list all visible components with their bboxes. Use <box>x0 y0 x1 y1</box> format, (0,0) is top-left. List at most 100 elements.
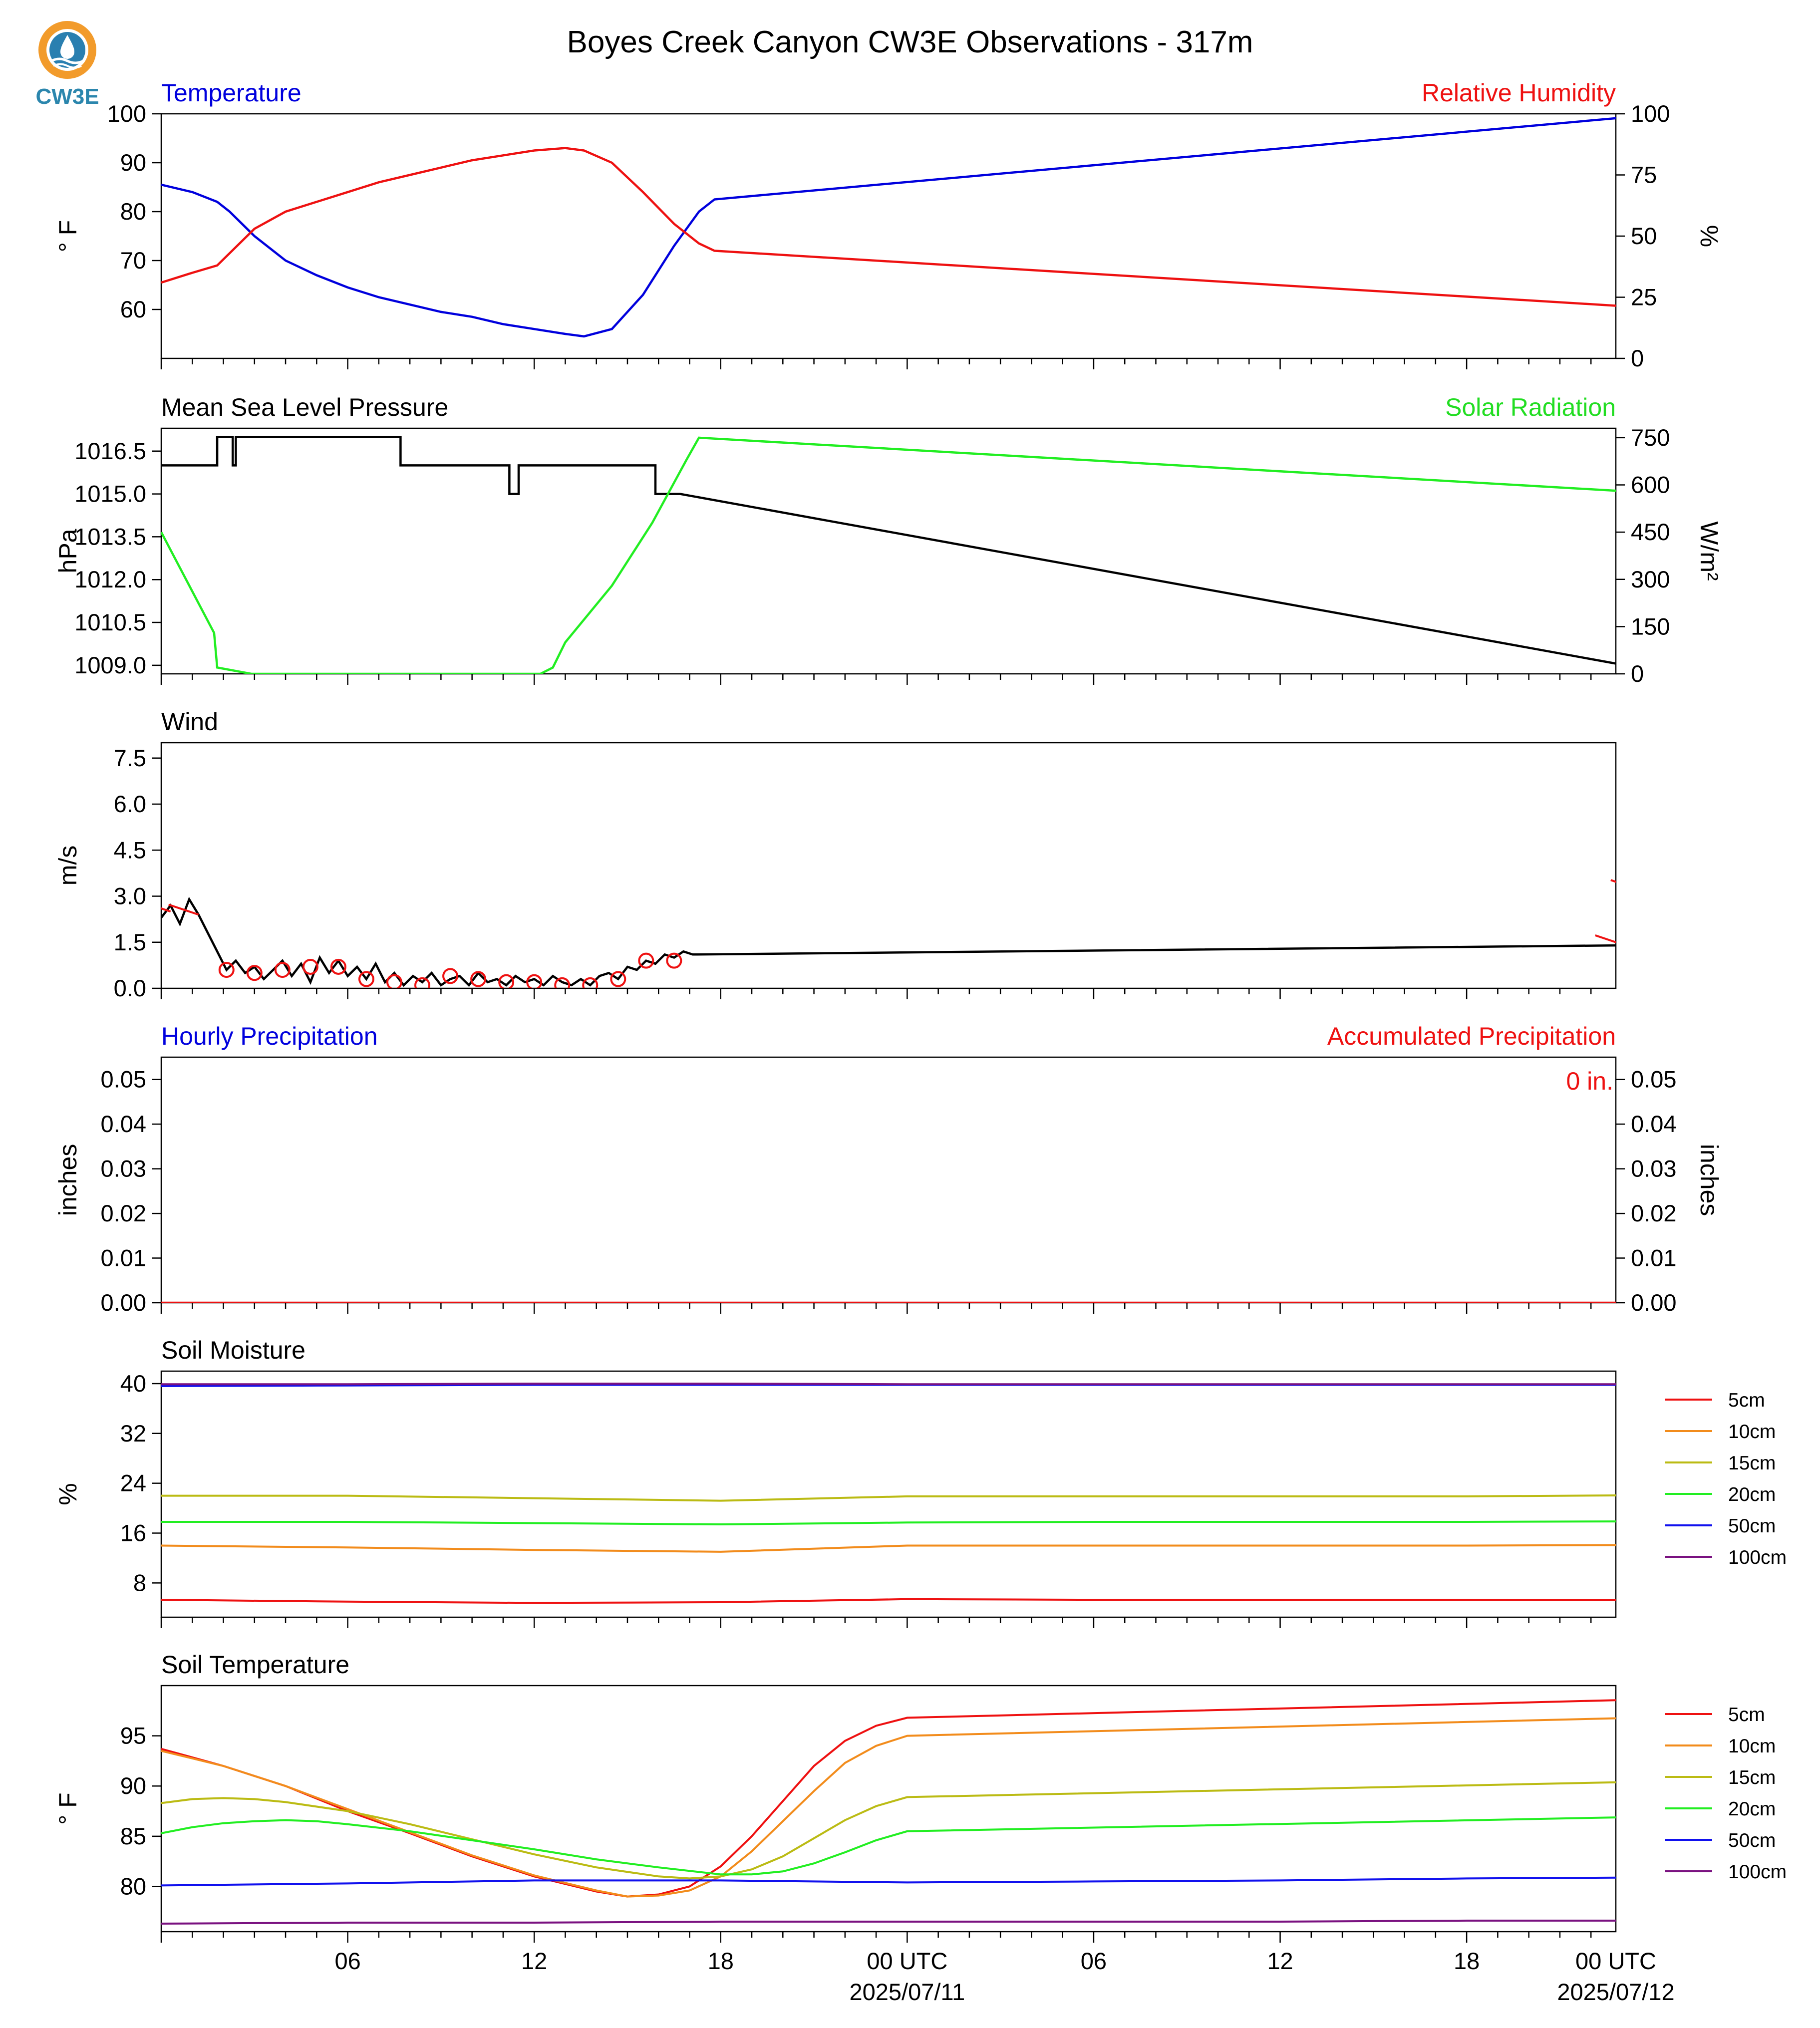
wind-calm-circle <box>302 958 318 975</box>
panel-title-left: Mean Sea Level Pressure <box>161 393 448 421</box>
wind-barb <box>168 903 199 916</box>
y-right-tick-label: 150 <box>1631 613 1670 639</box>
y-tick-label: 0.05 <box>101 1066 146 1093</box>
y-tick-label: 1015.0 <box>74 481 146 507</box>
panel-soil_moisture: Soil Moisture 8 16 24 32 40% 5cm 10cm 15cm 20cm 50… <box>54 1336 1787 1628</box>
plot-area <box>161 435 1616 674</box>
y-right-tick-label: 0.01 <box>1631 1245 1676 1271</box>
series-line-5cm <box>161 1598 1616 1604</box>
legend-label: 20cm <box>1728 1484 1776 1505</box>
y-tick-label: 32 <box>120 1420 146 1447</box>
y-axis-label: hPa <box>54 529 82 573</box>
y-tick-label: 0.04 <box>101 1111 146 1137</box>
x-tick-label: 12 <box>1267 1948 1293 1974</box>
wind-calm-circle <box>274 962 291 978</box>
wind-calm-circle <box>386 974 402 988</box>
wind-calm-circle <box>218 962 235 978</box>
wind-calm-circle <box>610 971 626 987</box>
panel-precipitation: Hourly Precipitation Accumulated Precipit… <box>54 1022 1723 1316</box>
series-line-20cm <box>161 1816 1616 1876</box>
series-line-15cm <box>161 1494 1616 1502</box>
series-line-s0 <box>161 435 1616 665</box>
cw3e-drop-logo-icon <box>38 21 96 79</box>
y-right-tick-label: 0 <box>1631 345 1644 371</box>
legend-label: 10cm <box>1728 1421 1776 1443</box>
plot-area <box>161 879 1616 988</box>
wind-barb <box>161 907 171 913</box>
panel-frame <box>160 1370 1617 1618</box>
y-right-tick-label: 0.03 <box>1631 1156 1676 1182</box>
accum-annotation: 0 in. <box>1566 1067 1613 1095</box>
wind-calm-circle <box>246 965 263 981</box>
y-tick-label: 1010.5 <box>74 609 146 635</box>
y-axis-label-right: W/m² <box>1695 521 1723 580</box>
legend-label: 50cm <box>1728 1515 1776 1537</box>
y-axis-label: inches <box>54 1144 82 1216</box>
wind-barb <box>1610 879 1616 883</box>
wind-calm-circle <box>498 974 515 988</box>
logo-text: CW3E <box>35 84 99 109</box>
y-tick-label: 90 <box>120 1772 146 1799</box>
y-right-tick-label: 0 <box>1631 660 1644 687</box>
series-line-50cm <box>161 1876 1616 1887</box>
legend-label: 10cm <box>1728 1736 1776 1757</box>
y-tick-label: 0.00 <box>101 1289 146 1316</box>
y-tick-label: 7.5 <box>114 745 146 771</box>
panel-title-right: Relative Humidity <box>1422 79 1616 107</box>
series-line-15cm <box>161 1781 1616 1880</box>
legend-label: 5cm <box>1728 1390 1765 1411</box>
y-tick-label: 95 <box>120 1723 146 1749</box>
series-line-s0 <box>161 896 1616 987</box>
panel-temperature_humidity: Temperature Relative Humidity 60 70 80 90 100 0… <box>54 79 1723 371</box>
y-right-tick-label: 450 <box>1631 519 1670 545</box>
x-tick-label: 18 <box>1454 1948 1480 1974</box>
panel-frame <box>160 1685 1617 1933</box>
figure-title: Boyes Creek Canyon CW3E Observations - 3… <box>567 25 1253 59</box>
wind-calm-circle <box>330 958 346 975</box>
panel-frame <box>160 742 1617 989</box>
plot-area <box>161 1699 1616 1925</box>
y-right-tick-label: 100 <box>1631 100 1670 127</box>
panel-pressure_solar: Mean Sea Level Pressure Solar Radiation 10… <box>54 393 1723 687</box>
y-right-tick-label: 0.05 <box>1631 1066 1676 1093</box>
panel-title-left: Temperature <box>161 79 302 107</box>
y-tick-label: 60 <box>120 296 146 322</box>
panels: Temperature Relative Humidity607080901000… <box>54 79 1787 2005</box>
y-tick-label: 4.5 <box>114 837 146 863</box>
panel-frame <box>160 427 1617 675</box>
cw3e-logo: CW3E <box>35 21 99 109</box>
legend-label: 20cm <box>1728 1798 1776 1820</box>
x-date-label: 2025/07/11 <box>849 1979 965 2005</box>
panel-title-right: Solar Radiation <box>1445 393 1616 421</box>
x-tick-label: 18 <box>708 1948 734 1974</box>
panel-title-left: Soil Moisture <box>161 1336 305 1364</box>
legend-label: 50cm <box>1728 1830 1776 1851</box>
y-tick-label: 1009.0 <box>74 652 146 678</box>
panel-title-left: Hourly Precipitation <box>161 1022 378 1050</box>
series-line-s1 <box>161 436 1616 674</box>
plot-area <box>161 117 1616 338</box>
wind-calm-circle <box>582 977 599 988</box>
x-tick-label: 00 UTC <box>867 1948 947 1974</box>
x-tick-label: 06 <box>1081 1948 1107 1974</box>
series-line-100cm <box>161 1919 1616 1925</box>
y-tick-label: 85 <box>120 1823 146 1849</box>
y-tick-label: 70 <box>120 247 146 274</box>
plot-area <box>161 1383 1616 1604</box>
legend-label: 15cm <box>1728 1767 1776 1788</box>
y-right-tick-label: 0.00 <box>1631 1289 1676 1316</box>
y-tick-label: 8 <box>133 1569 146 1596</box>
y-tick-label: 24 <box>120 1470 146 1496</box>
panel-title-right: Accumulated Precipitation <box>1327 1022 1616 1050</box>
y-right-tick-label: 750 <box>1631 424 1670 451</box>
x-tick-label: 06 <box>334 1948 360 1974</box>
y-tick-label: 40 <box>120 1370 146 1397</box>
series-line-5cm <box>161 1699 1616 1898</box>
wind-calm-circle <box>470 971 487 987</box>
y-right-tick-label: 25 <box>1631 284 1657 310</box>
y-tick-label: 100 <box>107 100 146 127</box>
series-line-s0 <box>161 117 1616 338</box>
x-tick-label: 00 UTC <box>1575 1948 1656 1974</box>
wind-calm-circle <box>666 952 682 969</box>
